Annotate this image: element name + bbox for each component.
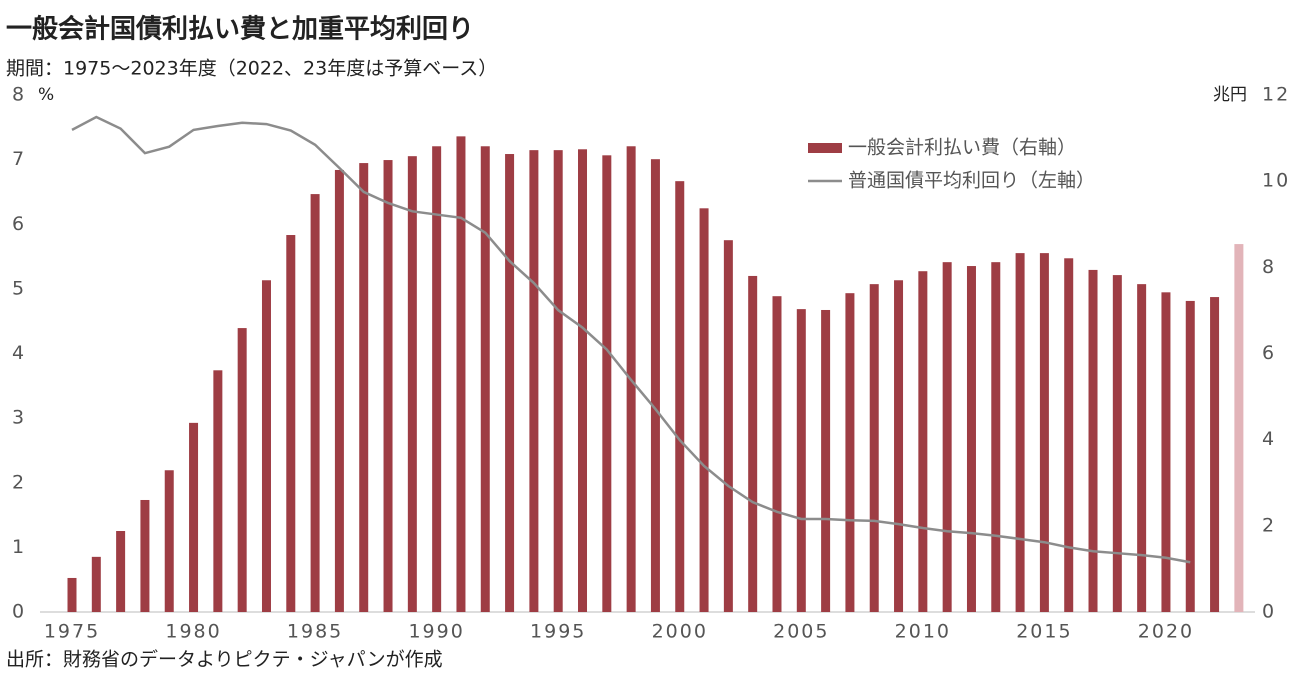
bar [675, 181, 685, 612]
y-tick-label: 8 [12, 84, 26, 106]
bar [869, 284, 879, 612]
bar [456, 136, 466, 613]
y-tick-label: 6 [12, 213, 26, 235]
bar [699, 208, 709, 612]
y2-tick-label: 12 [1262, 84, 1290, 106]
bar [432, 146, 442, 612]
bar [116, 531, 126, 612]
bar [1234, 244, 1244, 612]
y-tick-label: 5 [12, 277, 26, 299]
y2-tick-label: 8 [1262, 256, 1276, 278]
bar [91, 556, 101, 612]
bar [1161, 292, 1171, 612]
x-tick-label: 1990 [408, 621, 464, 643]
bar [1210, 297, 1220, 612]
bar [1015, 253, 1025, 612]
source: 出所：財務省のデータよりピクテ・ジャパンが作成 [6, 649, 443, 671]
bar [796, 309, 806, 612]
y2-tick-label: 6 [1262, 342, 1276, 364]
y-tick-label: 2 [12, 471, 26, 493]
x-tick-label: 2015 [1016, 621, 1072, 643]
x-tick-label: 1980 [165, 621, 221, 643]
bar [261, 280, 271, 612]
x-tick-label: 2010 [895, 621, 951, 643]
bar [821, 309, 831, 612]
bar [1112, 275, 1122, 612]
bar [1137, 284, 1147, 612]
legend-label: 普通国債平均利回り（左軸） [848, 170, 1095, 192]
bar [602, 155, 612, 613]
y2-tick-label: 2 [1262, 514, 1276, 536]
bar [480, 146, 490, 612]
bar [67, 577, 77, 612]
bar [772, 296, 782, 612]
bar [164, 470, 174, 612]
y-unit: % [38, 85, 54, 105]
x-tick-label: 1975 [44, 621, 100, 643]
bar [140, 499, 150, 612]
bar [286, 235, 296, 613]
chart-subtitle: 期間：1975～2023年度（2022、23年度は予算ベース） [6, 58, 497, 80]
bar [407, 156, 417, 612]
bar [991, 262, 1001, 612]
y-tick-label: 4 [12, 342, 26, 364]
legend-label: 一般会計利払い費（右軸） [848, 137, 1076, 159]
bar [942, 262, 952, 612]
line [71, 115, 1191, 564]
bar [359, 163, 369, 613]
bar [237, 328, 247, 612]
bar [578, 149, 588, 612]
chart-title: 一般会計国債利払い費と加重平均利回り [6, 14, 474, 45]
y-tick-label: 3 [12, 407, 26, 429]
y-tick-label: 0 [12, 601, 26, 623]
y-tick-label: 7 [12, 148, 26, 170]
bar [1185, 300, 1195, 612]
y2-tick-label: 0 [1262, 601, 1276, 623]
bar [189, 422, 199, 612]
bar [918, 271, 928, 612]
bar [748, 275, 758, 612]
bar [723, 240, 733, 612]
x-tick-label: 1995 [530, 621, 586, 643]
y2-tick-label: 10 [1262, 170, 1290, 192]
y2-tick-label: 4 [1262, 428, 1276, 450]
bar [553, 150, 563, 612]
bar [1039, 253, 1049, 612]
bar [1088, 269, 1098, 612]
bar [505, 154, 515, 612]
bar [894, 280, 904, 612]
bar [1064, 258, 1074, 612]
y-tick-label: 1 [12, 536, 26, 558]
x-tick-label: 2005 [773, 621, 829, 643]
bar [845, 293, 855, 612]
bar [529, 150, 539, 612]
bar [383, 160, 393, 612]
bar [966, 266, 976, 612]
x-tick-label: 2020 [1138, 621, 1194, 643]
x-tick-label: 2000 [652, 621, 708, 643]
bar [650, 159, 660, 613]
bar [334, 169, 344, 612]
bar [310, 194, 320, 612]
bar [213, 370, 223, 612]
y2-unit: 兆円 [1213, 85, 1247, 105]
legend-swatch [808, 143, 842, 153]
x-tick-label: 1985 [287, 621, 343, 643]
